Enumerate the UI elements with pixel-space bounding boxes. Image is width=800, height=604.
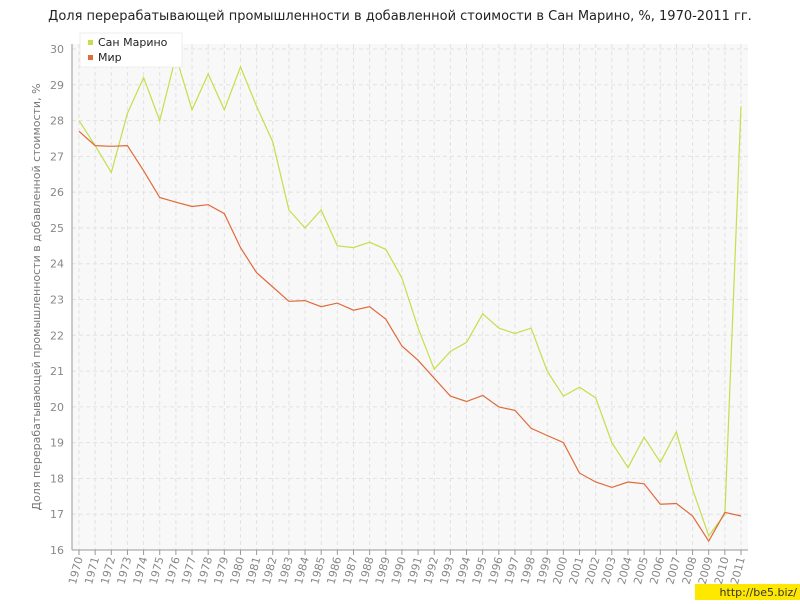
y-tick-label: 22 [50,329,64,342]
legend-box [79,32,183,68]
y-tick-label: 18 [50,472,64,485]
chart-title: Доля перерабатывающей промышленности в д… [48,9,752,24]
plot-area [72,44,748,550]
y-tick-label: 20 [50,401,64,414]
watermark: http://be5.biz/ [720,586,798,599]
y-tick-label: 16 [50,544,64,557]
y-tick-label: 26 [50,186,64,199]
legend-label: Мир [98,51,122,64]
y-tick-label: 21 [50,365,64,378]
y-tick-label: 23 [50,294,64,307]
y-axis-label: Доля перерабатывающей промышленности в д… [30,83,43,510]
series-line [78,130,742,543]
y-tick-label: 19 [50,437,64,450]
y-tick-label: 25 [50,222,64,235]
y-tick-label: 28 [50,115,64,128]
y-tick-label: 24 [50,258,64,271]
y-tick-label: 30 [50,43,64,56]
series-line [78,53,742,537]
y-tick-label: 27 [50,150,64,163]
legend-label: Сан Марино [98,36,168,49]
y-tick-label: 17 [50,508,64,521]
legend-swatch [88,55,93,60]
legend-swatch [88,40,93,45]
watermark-bg [695,584,800,600]
y-tick-label: 29 [50,79,64,92]
